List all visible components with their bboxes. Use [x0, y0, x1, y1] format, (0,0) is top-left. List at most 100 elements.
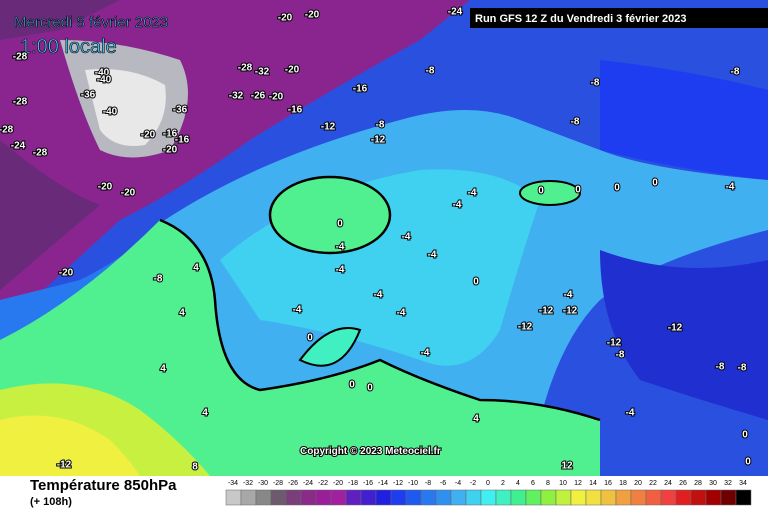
contour-label: 0: [473, 277, 479, 288]
scale-swatch: [705, 489, 722, 506]
iberia-zone: [298, 327, 362, 367]
contour-label: -4: [397, 308, 406, 319]
scale-label: 2: [501, 480, 505, 487]
contour-label: -12: [668, 323, 683, 334]
contour-label: -8: [376, 120, 385, 131]
contour-label: -12: [563, 306, 578, 317]
scale-label: 14: [589, 480, 597, 487]
contour-label: -28: [0, 125, 14, 136]
scale-label: 30: [709, 480, 717, 487]
scale-swatch: [435, 489, 452, 506]
contour-label: 8: [192, 462, 198, 473]
scale-label: 24: [664, 480, 672, 487]
scale-label: -14: [378, 480, 388, 487]
scale-swatch: [735, 489, 752, 506]
contour-label: -4: [564, 290, 573, 301]
scale-label: 18: [619, 480, 627, 487]
contour-label: 0: [367, 383, 373, 394]
contour-label: -8: [154, 274, 163, 285]
contour-label: 0: [614, 183, 620, 194]
contour-label: -28: [238, 63, 253, 74]
contour-label: -12: [371, 135, 386, 146]
scale-swatch: [420, 489, 437, 506]
scale-swatch: [660, 489, 677, 506]
contour-label: -8: [571, 117, 580, 128]
scale-swatch: [405, 489, 422, 506]
contour-label: -4: [726, 182, 735, 193]
scale-label: -28: [273, 480, 283, 487]
scale-swatch: [570, 489, 587, 506]
scale-label: 26: [679, 480, 687, 487]
cold-zone: [600, 60, 768, 180]
contour-label: 0: [307, 333, 313, 344]
contour-label: -20: [305, 10, 320, 21]
run-info: Run GFS 12 Z du Vendredi 3 février 2023: [475, 13, 687, 25]
contour-label: -16: [353, 84, 368, 95]
scale-label: 4: [516, 480, 520, 487]
scale-label: 0: [486, 480, 490, 487]
warm-zone: [0, 220, 600, 476]
scale-swatch: [330, 489, 347, 506]
forecast-time: 1:00 locale: [20, 36, 117, 58]
contour-label: -8: [616, 350, 625, 361]
contour-label: 0: [349, 380, 355, 391]
scale-label: 10: [559, 480, 567, 487]
run-banner: [470, 8, 768, 28]
contour-label: -4: [421, 348, 430, 359]
copyright: Copyright © 2023 Meteociel.fr: [300, 446, 441, 457]
contour-label: -36: [81, 90, 96, 101]
scale-swatch: [270, 489, 287, 506]
scale-label: -18: [348, 480, 358, 487]
contour-label: -20: [121, 188, 136, 199]
scale-swatch: [315, 489, 332, 506]
scale-swatch: [630, 489, 647, 506]
scale-swatch: [240, 489, 257, 506]
scale-swatch: [495, 489, 512, 506]
legend-subtitle: (+ 108h): [30, 496, 72, 508]
contour-label: 0: [745, 457, 751, 468]
contour-label: -4: [453, 200, 462, 211]
contour-label: -24: [11, 141, 26, 152]
scale-label: -30: [258, 480, 268, 487]
scale-label: -20: [333, 480, 343, 487]
warmest-zone: [0, 415, 140, 476]
contour-label: 4: [473, 414, 479, 425]
contour-label: -16: [163, 129, 178, 140]
contour-label: -20: [163, 145, 178, 156]
scale-swatch: [555, 489, 572, 506]
contour-label: -12: [539, 306, 554, 317]
contour-label: -40: [95, 68, 110, 79]
scale-swatch: [480, 489, 497, 506]
contour-label: -4: [626, 408, 635, 419]
scale-label: -24: [303, 480, 313, 487]
island-zone: [268, 175, 392, 255]
scale-label: -2: [470, 480, 476, 487]
contour-label: -20: [98, 182, 113, 193]
contour-label: -20: [59, 268, 74, 279]
contour-label: -36: [173, 105, 188, 116]
scale-label: -22: [318, 480, 328, 487]
scale-label: -6: [440, 480, 446, 487]
scale-swatch: [285, 489, 302, 506]
contour-label: -8: [591, 78, 600, 89]
scale-label: -16: [363, 480, 373, 487]
scale-swatch: [510, 489, 527, 506]
contour-label: -24: [448, 7, 463, 18]
contour-label: -26: [251, 91, 266, 102]
contour-label: -4: [402, 232, 411, 243]
contour-label: 0: [652, 178, 658, 189]
scale-swatch: [375, 489, 392, 506]
contour-label: -12: [607, 338, 622, 349]
scale-label: 22: [649, 480, 657, 487]
forecast-date: Mercredi 8 février 2023: [14, 14, 168, 31]
contour-label: 0: [575, 185, 581, 196]
cold-core: [0, 0, 120, 40]
scale-label: 8: [546, 480, 550, 487]
contour-label: -4: [336, 242, 345, 253]
contour-label: -8: [716, 362, 725, 373]
scale-swatch: [450, 489, 467, 506]
contour-label: -4: [336, 265, 345, 276]
contour-label: -20: [285, 65, 300, 76]
scale-label: -4: [455, 480, 461, 487]
